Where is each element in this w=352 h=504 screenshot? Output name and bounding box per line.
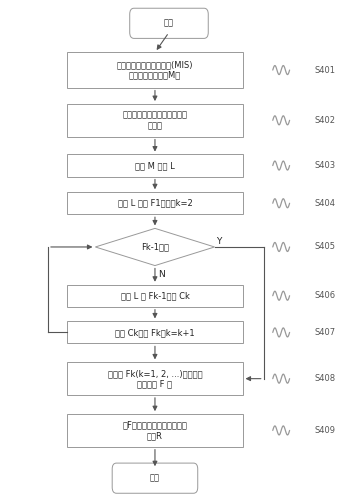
Text: S405: S405 xyxy=(314,242,335,251)
Text: S409: S409 xyxy=(314,426,335,435)
Text: 将所有商品按支持度阈值(MIS)
升序排序，存储于M中: 将所有商品按支持度阈值(MIS) 升序排序，存储于M中 xyxy=(117,60,193,80)
Text: 根据 L 或 Fk-1生成 Ck: 根据 L 或 Fk-1生成 Ck xyxy=(120,291,189,300)
Text: 扫描数据库，计算商品的实际
支持度: 扫描数据库，计算商品的实际 支持度 xyxy=(122,110,188,130)
Text: S404: S404 xyxy=(314,199,335,208)
Text: 根据 M 生成 L: 根据 M 生成 L xyxy=(135,161,175,170)
Text: N: N xyxy=(159,270,165,279)
Text: Y: Y xyxy=(216,237,221,246)
Bar xyxy=(67,362,243,395)
FancyBboxPatch shape xyxy=(112,463,198,493)
Text: Fk-1为空: Fk-1为空 xyxy=(141,242,169,251)
Bar xyxy=(67,414,243,447)
Text: S408: S408 xyxy=(314,374,335,383)
Text: 将所有 Fk(k=1, 2, ...)并入频繁
项集集合 F 中: 将所有 Fk(k=1, 2, ...)并入频繁 项集集合 F 中 xyxy=(108,369,202,389)
Text: 由F中的各级频繁项集生成规
则集R: 由F中的各级频繁项集生成规 则集R xyxy=(122,421,187,440)
Bar xyxy=(67,52,243,88)
Polygon shape xyxy=(95,228,215,266)
Text: 根据 Ck生成 Fk，k=k+1: 根据 Ck生成 Fk，k=k+1 xyxy=(115,328,195,337)
Bar xyxy=(67,192,243,214)
Text: 开始: 开始 xyxy=(164,19,174,28)
Bar xyxy=(67,104,243,137)
Bar xyxy=(67,155,243,176)
Bar xyxy=(67,322,243,343)
Text: S407: S407 xyxy=(314,328,335,337)
Text: S406: S406 xyxy=(314,291,335,300)
Text: 根据 L 生成 F1，并设k=2: 根据 L 生成 F1，并设k=2 xyxy=(118,199,192,208)
FancyBboxPatch shape xyxy=(130,8,208,38)
Bar xyxy=(67,285,243,307)
Text: S402: S402 xyxy=(314,116,335,125)
Text: S401: S401 xyxy=(314,66,335,75)
Text: 结束: 结束 xyxy=(150,474,160,483)
Text: S403: S403 xyxy=(314,161,335,170)
